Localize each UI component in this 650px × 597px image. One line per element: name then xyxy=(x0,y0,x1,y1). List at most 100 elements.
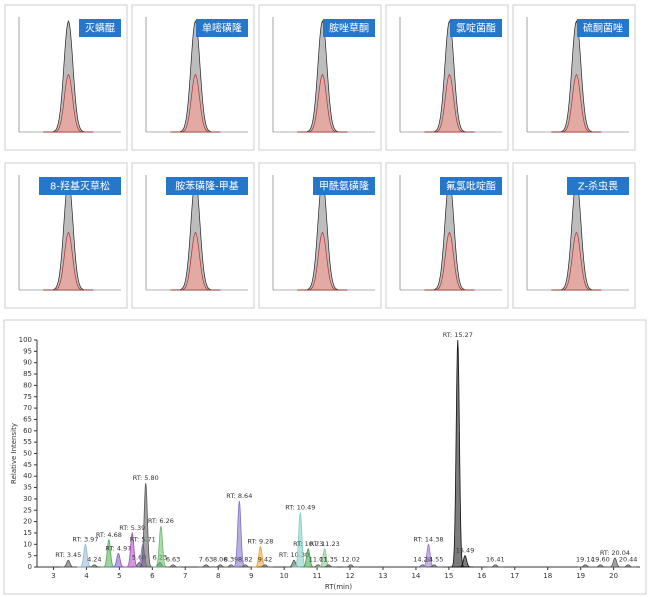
panel-label: 氯啶菌酯 xyxy=(456,22,496,35)
x-tick-label: 14 xyxy=(411,572,420,580)
peak-label: 14.20 xyxy=(413,556,432,564)
panel-label-box xyxy=(313,177,375,195)
x-tick-label: 6 xyxy=(150,572,155,580)
x-tick-label: 3 xyxy=(51,572,55,580)
panel-peak xyxy=(424,73,475,133)
peak-label: 4.24 xyxy=(87,556,101,564)
x-tick-label: 16 xyxy=(477,572,486,580)
peak xyxy=(457,555,474,568)
peak xyxy=(237,564,254,568)
y-tick-label: 80 xyxy=(23,381,32,389)
y-tick-label: 15 xyxy=(23,529,32,537)
peak-label: RT: 9.28 xyxy=(247,538,273,546)
panel-label: Z-杀虫畏 xyxy=(578,180,618,193)
peak-label: RT: 8.64 xyxy=(226,492,252,500)
y-tick-label: 35 xyxy=(23,484,32,492)
panel-label: 氟氯吡啶酯 xyxy=(446,180,496,193)
y-tick-label: 0 xyxy=(28,563,32,571)
panel-label-box xyxy=(39,177,121,195)
y-tick-label: 5 xyxy=(28,552,32,560)
peak-label: 20.44 xyxy=(619,556,638,564)
x-tick-label: 4 xyxy=(84,572,89,580)
y-axis-label: Relative Intensity xyxy=(10,423,18,484)
panel-label: 8-羟基灭草松 xyxy=(50,180,110,193)
x-tick-label: 15 xyxy=(444,572,453,580)
peak-label: 8.82 xyxy=(238,556,252,564)
panel-label-box xyxy=(450,19,502,37)
y-tick-label: 95 xyxy=(23,347,32,355)
panel-label-box xyxy=(440,177,502,195)
y-tick-label: 50 xyxy=(23,450,32,458)
panel-peak xyxy=(170,231,221,291)
panel-label-box xyxy=(323,19,375,37)
y-tick-label: 45 xyxy=(23,461,32,469)
x-tick-label: 18 xyxy=(543,572,552,580)
peak-label: 19.60 xyxy=(591,556,610,564)
y-tick-label: 25 xyxy=(23,506,32,514)
panel-peak xyxy=(43,231,94,291)
panel-label-box xyxy=(577,19,629,37)
y-tick-label: 60 xyxy=(23,427,32,435)
peak-label: 8.39 xyxy=(224,556,238,564)
panel-label-box xyxy=(567,177,629,195)
peak-label: 19.14 xyxy=(576,556,595,564)
panel-peak xyxy=(43,73,94,133)
panel-peak xyxy=(551,73,602,133)
x-tick-label: 13 xyxy=(379,572,388,580)
x-tick-label: 7 xyxy=(183,572,187,580)
peak xyxy=(342,564,359,568)
peak-label: RT: 10.30 xyxy=(279,551,309,559)
panel-label: 胺唑草酮 xyxy=(329,22,369,35)
peak-label: 9.42 xyxy=(258,556,272,564)
peak-label: RT: 5.80 xyxy=(133,474,159,482)
peak-label: RT: 3.45 xyxy=(55,551,81,559)
y-tick-label: 30 xyxy=(23,495,32,503)
y-tick-label: 55 xyxy=(23,438,32,446)
peak xyxy=(487,564,504,568)
panel-peak xyxy=(297,73,348,133)
peak-label: 11.35 xyxy=(319,556,338,564)
peak-label: RT: 3.97 xyxy=(72,535,98,543)
y-tick-label: 10 xyxy=(23,540,32,548)
x-tick-label: 20 xyxy=(609,572,618,580)
peak-label: 15.49 xyxy=(456,547,475,555)
panel-label-box xyxy=(196,19,248,37)
peak-label: RT: 15.27 xyxy=(443,331,473,339)
peak xyxy=(320,564,337,568)
peak-label: RT: 10.73 xyxy=(293,540,323,548)
y-tick-label: 85 xyxy=(23,370,32,378)
y-tick-label: 40 xyxy=(23,472,32,480)
peak xyxy=(257,564,274,568)
panel-peak xyxy=(297,231,348,291)
peak xyxy=(137,482,154,568)
y-tick-label: 65 xyxy=(23,415,32,423)
peak-label: RT: 6.26 xyxy=(148,517,174,525)
y-tick-label: 20 xyxy=(23,518,32,526)
y-tick-label: 100 xyxy=(19,336,32,344)
peak-label: RT: 10.49 xyxy=(285,504,315,512)
peak xyxy=(165,564,182,568)
peak xyxy=(577,564,594,568)
peak-label: 12.02 xyxy=(341,556,360,564)
peak xyxy=(426,564,443,568)
peak xyxy=(60,559,77,568)
x-tick-label: 8 xyxy=(216,572,220,580)
panel-label-box xyxy=(166,177,248,195)
panel-label: 甲酰氨磺隆 xyxy=(319,180,369,193)
peak-label: 11.03 xyxy=(309,556,328,564)
peak-label: 6.63 xyxy=(166,556,180,564)
peak-label: RT: 14.38 xyxy=(413,535,443,543)
panel-peak xyxy=(170,73,221,133)
x-tick-label: 17 xyxy=(510,572,519,580)
y-tick-label: 70 xyxy=(23,404,32,412)
x-tick-label: 5 xyxy=(117,572,121,580)
panel-label-box xyxy=(79,19,121,37)
peak xyxy=(592,564,609,568)
panel-peak xyxy=(424,231,475,291)
peak-label: RT: 20.04 xyxy=(600,549,630,557)
y-tick-label: 90 xyxy=(23,359,32,367)
x-tick-label: 10 xyxy=(280,572,289,580)
x-tick-label: 11 xyxy=(313,572,322,580)
chart-frame xyxy=(3,319,647,595)
